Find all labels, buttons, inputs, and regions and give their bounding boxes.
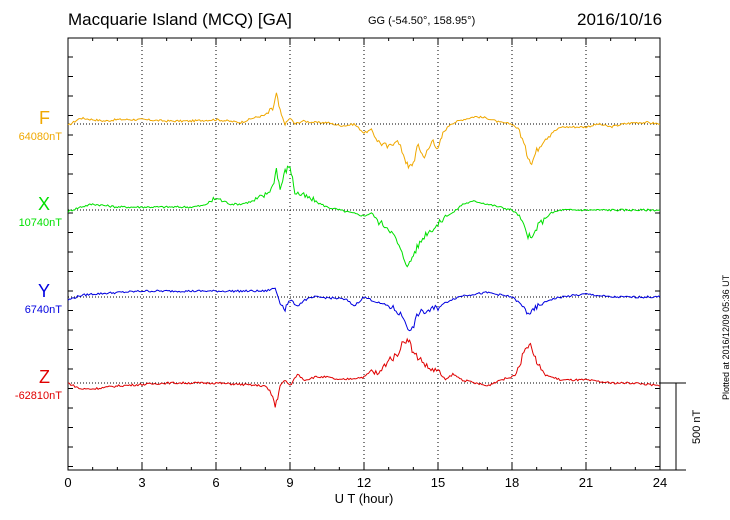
x-tick-label-0: 0: [64, 475, 71, 490]
x-tick-labels: 0 3 6 9 12 15 18 21 24: [64, 475, 667, 490]
channel-baseline-z: -62810nT: [14, 390, 62, 402]
x-tick-label-6: 6: [212, 475, 219, 490]
vertical-gridlines: [141, 38, 587, 470]
station-title: Macquarie Island (MCQ) [GA]: [68, 10, 292, 29]
x-tick-label-21: 21: [579, 475, 593, 490]
axis-ticks: [67, 38, 661, 470]
x-tick-label-18: 18: [505, 475, 519, 490]
channel-letter-x: X: [37, 194, 50, 214]
channel-baseline-y: 6740nT: [24, 304, 62, 316]
x-tick-label-3: 3: [138, 475, 145, 490]
series-lines: [67, 92, 661, 408]
series-line-x: [67, 165, 661, 268]
plotted-timestamp: Plotted at 2016/12/09 05:36 UT: [721, 274, 730, 400]
channel-baseline-x: 10740nT: [18, 217, 62, 229]
plot-date: 2016/10/16: [577, 10, 663, 29]
x-tick-label-15: 15: [431, 475, 445, 490]
series-line-y: [67, 287, 661, 332]
channel-baseline-f: 64080nT: [18, 131, 62, 143]
x-tick-label-24: 24: [653, 475, 667, 490]
series-line-z: [67, 337, 661, 408]
scale-bar: [660, 382, 686, 471]
channel-letter-f: F: [39, 108, 50, 128]
channel-letter-y: Y: [37, 281, 50, 301]
channel-letter-z: Z: [39, 367, 50, 387]
x-tick-label-12: 12: [357, 475, 371, 490]
series-line-f: [67, 92, 661, 170]
x-tick-label-9: 9: [286, 475, 293, 490]
scale-bar-label: 500 nT: [691, 409, 703, 444]
x-axis-label: U T (hour): [335, 491, 394, 506]
station-coordinates: GG (-54.50°, 158.95°): [368, 15, 476, 27]
